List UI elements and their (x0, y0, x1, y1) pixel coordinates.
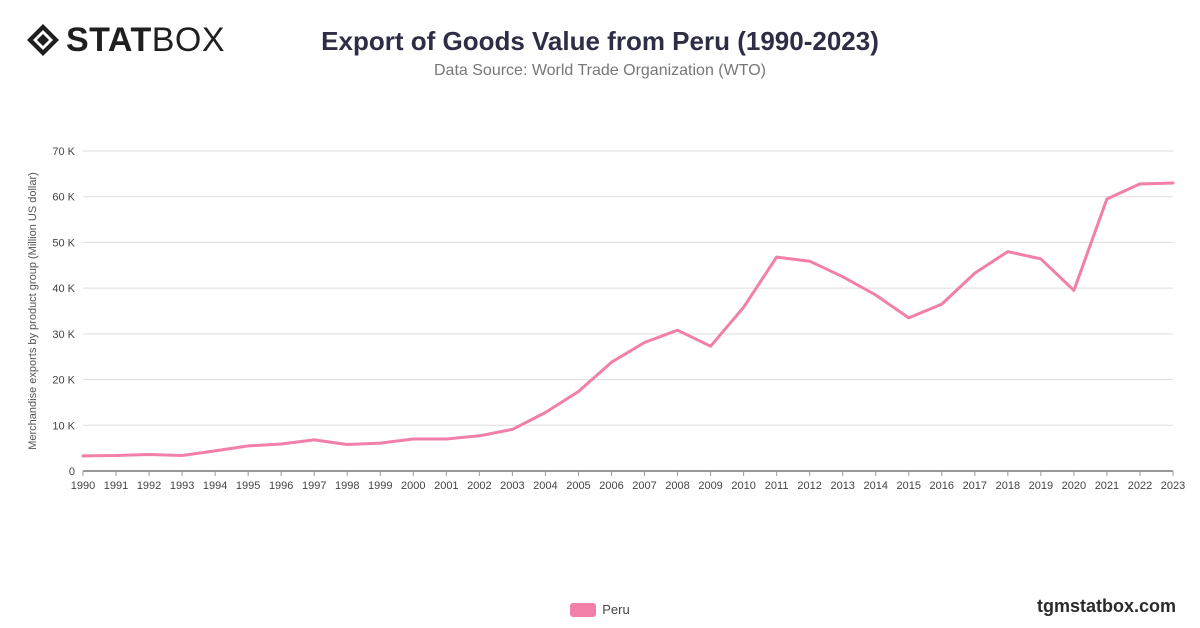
y-axis-ticks: 0 10 K 20 K 30 K 40 K 50 K 60 K 70 K (52, 146, 75, 478)
data-point[interactable] (345, 442, 349, 446)
y-axis-label: Merchandise exports by product group (Mi… (27, 172, 39, 450)
x-tick-label: 1999 (368, 480, 392, 492)
data-point[interactable] (81, 454, 85, 458)
x-tick-label: 2015 (897, 480, 921, 492)
data-point[interactable] (609, 360, 613, 364)
y-tick-label: 30 K (52, 329, 75, 341)
y-tick-label: 60 K (52, 192, 75, 204)
data-point[interactable] (180, 453, 184, 457)
data-point[interactable] (973, 271, 977, 275)
statbox-logo: STATBOX (26, 22, 225, 58)
watermark: tgmstatbox.com (1036, 596, 1176, 616)
x-tick-label: 1994 (203, 480, 227, 492)
x-tick-label: 2006 (599, 480, 623, 492)
data-point[interactable] (841, 275, 845, 279)
x-tick-label: 2023 (1161, 480, 1185, 492)
x-tick-label: 1997 (302, 480, 326, 492)
data-point[interactable] (213, 449, 217, 453)
legend-label-peru: Peru (602, 602, 630, 617)
data-point[interactable] (246, 444, 250, 448)
data-point[interactable] (1171, 181, 1175, 185)
data-point[interactable] (1072, 288, 1076, 292)
y-tick-label: 40 K (52, 283, 75, 295)
x-tick-label: 2018 (996, 480, 1020, 492)
x-tick-label: 2001 (434, 480, 458, 492)
data-point[interactable] (510, 427, 514, 431)
x-tick-label: 2009 (698, 480, 722, 492)
data-point[interactable] (1138, 182, 1142, 186)
x-tick-label: 2000 (401, 480, 425, 492)
data-point[interactable] (477, 434, 481, 438)
chart-subtitle: Data Source: World Trade Organization (W… (434, 62, 766, 79)
data-point[interactable] (411, 437, 415, 441)
chart-title: Export of Goods Value from Peru (1990-20… (321, 26, 879, 56)
series-line-peru (81, 181, 1175, 458)
data-point[interactable] (543, 410, 547, 414)
x-tick-label: 1991 (104, 480, 128, 492)
x-tick-label: 1990 (71, 480, 95, 492)
y-tick-label: 70 K (52, 146, 75, 158)
x-tick-label: 1996 (269, 480, 293, 492)
y-tick-label: 50 K (52, 237, 75, 249)
series-lines (81, 181, 1175, 458)
data-point[interactable] (1105, 197, 1109, 201)
data-point[interactable] (709, 344, 713, 348)
data-point[interactable] (279, 442, 283, 446)
x-tick-label: 2012 (797, 480, 821, 492)
diamond-logo-icon (27, 24, 59, 56)
x-tick-label: 2010 (731, 480, 755, 492)
y-tick-label: 10 K (52, 420, 75, 432)
data-point[interactable] (1039, 257, 1043, 261)
x-tick-label: 1993 (170, 480, 194, 492)
data-point[interactable] (312, 438, 316, 442)
x-tick-label: 1992 (137, 480, 161, 492)
data-point[interactable] (114, 453, 118, 457)
data-point[interactable] (907, 316, 911, 320)
legend-swatch-peru (570, 602, 597, 617)
x-tick-label: 2022 (1128, 480, 1152, 492)
x-tick-label: 2008 (665, 480, 689, 492)
data-point[interactable] (147, 453, 151, 457)
data-point[interactable] (808, 259, 812, 263)
x-tick-label: 2003 (500, 480, 524, 492)
x-tick-label: 2004 (533, 480, 557, 492)
x-tick-label: 2011 (765, 480, 789, 492)
x-tick-label: 2021 (1095, 480, 1119, 492)
data-point[interactable] (676, 328, 680, 332)
data-point[interactable] (378, 441, 382, 445)
data-point[interactable] (940, 302, 944, 306)
x-tick-label: 2016 (930, 480, 954, 492)
data-point[interactable] (444, 437, 448, 441)
data-point[interactable] (874, 293, 878, 297)
logo-text: STATBOX (66, 23, 225, 57)
x-tick-label: 2020 (1062, 480, 1086, 492)
data-point[interactable] (576, 389, 580, 393)
logo-text-bold: STAT (66, 21, 152, 59)
data-point[interactable] (643, 341, 647, 345)
x-tick-label: 1995 (236, 480, 260, 492)
grid-lines (83, 150, 1173, 472)
legend[interactable]: Peru (0, 602, 1200, 617)
x-tick-label: 2017 (963, 480, 987, 492)
x-tick-label: 2019 (1029, 480, 1053, 492)
data-point[interactable] (742, 305, 746, 309)
y-tick-label: 0 (69, 466, 75, 478)
y-tick-label: 20 K (52, 375, 75, 387)
x-axis-ticks: 1990 1991 1992 1993 1994 1995 1996 1997 1998 1999… (71, 471, 1185, 492)
x-tick-label: 2007 (632, 480, 656, 492)
x-tick-label: 2005 (566, 480, 590, 492)
x-tick-label: 2014 (863, 480, 887, 492)
logo-text-light: BOX (151, 21, 226, 59)
data-point[interactable] (1006, 250, 1010, 254)
data-point[interactable] (775, 255, 779, 259)
x-tick-label: 2002 (467, 480, 491, 492)
x-tick-label: 2013 (830, 480, 854, 492)
x-tick-label: 1998 (335, 480, 359, 492)
